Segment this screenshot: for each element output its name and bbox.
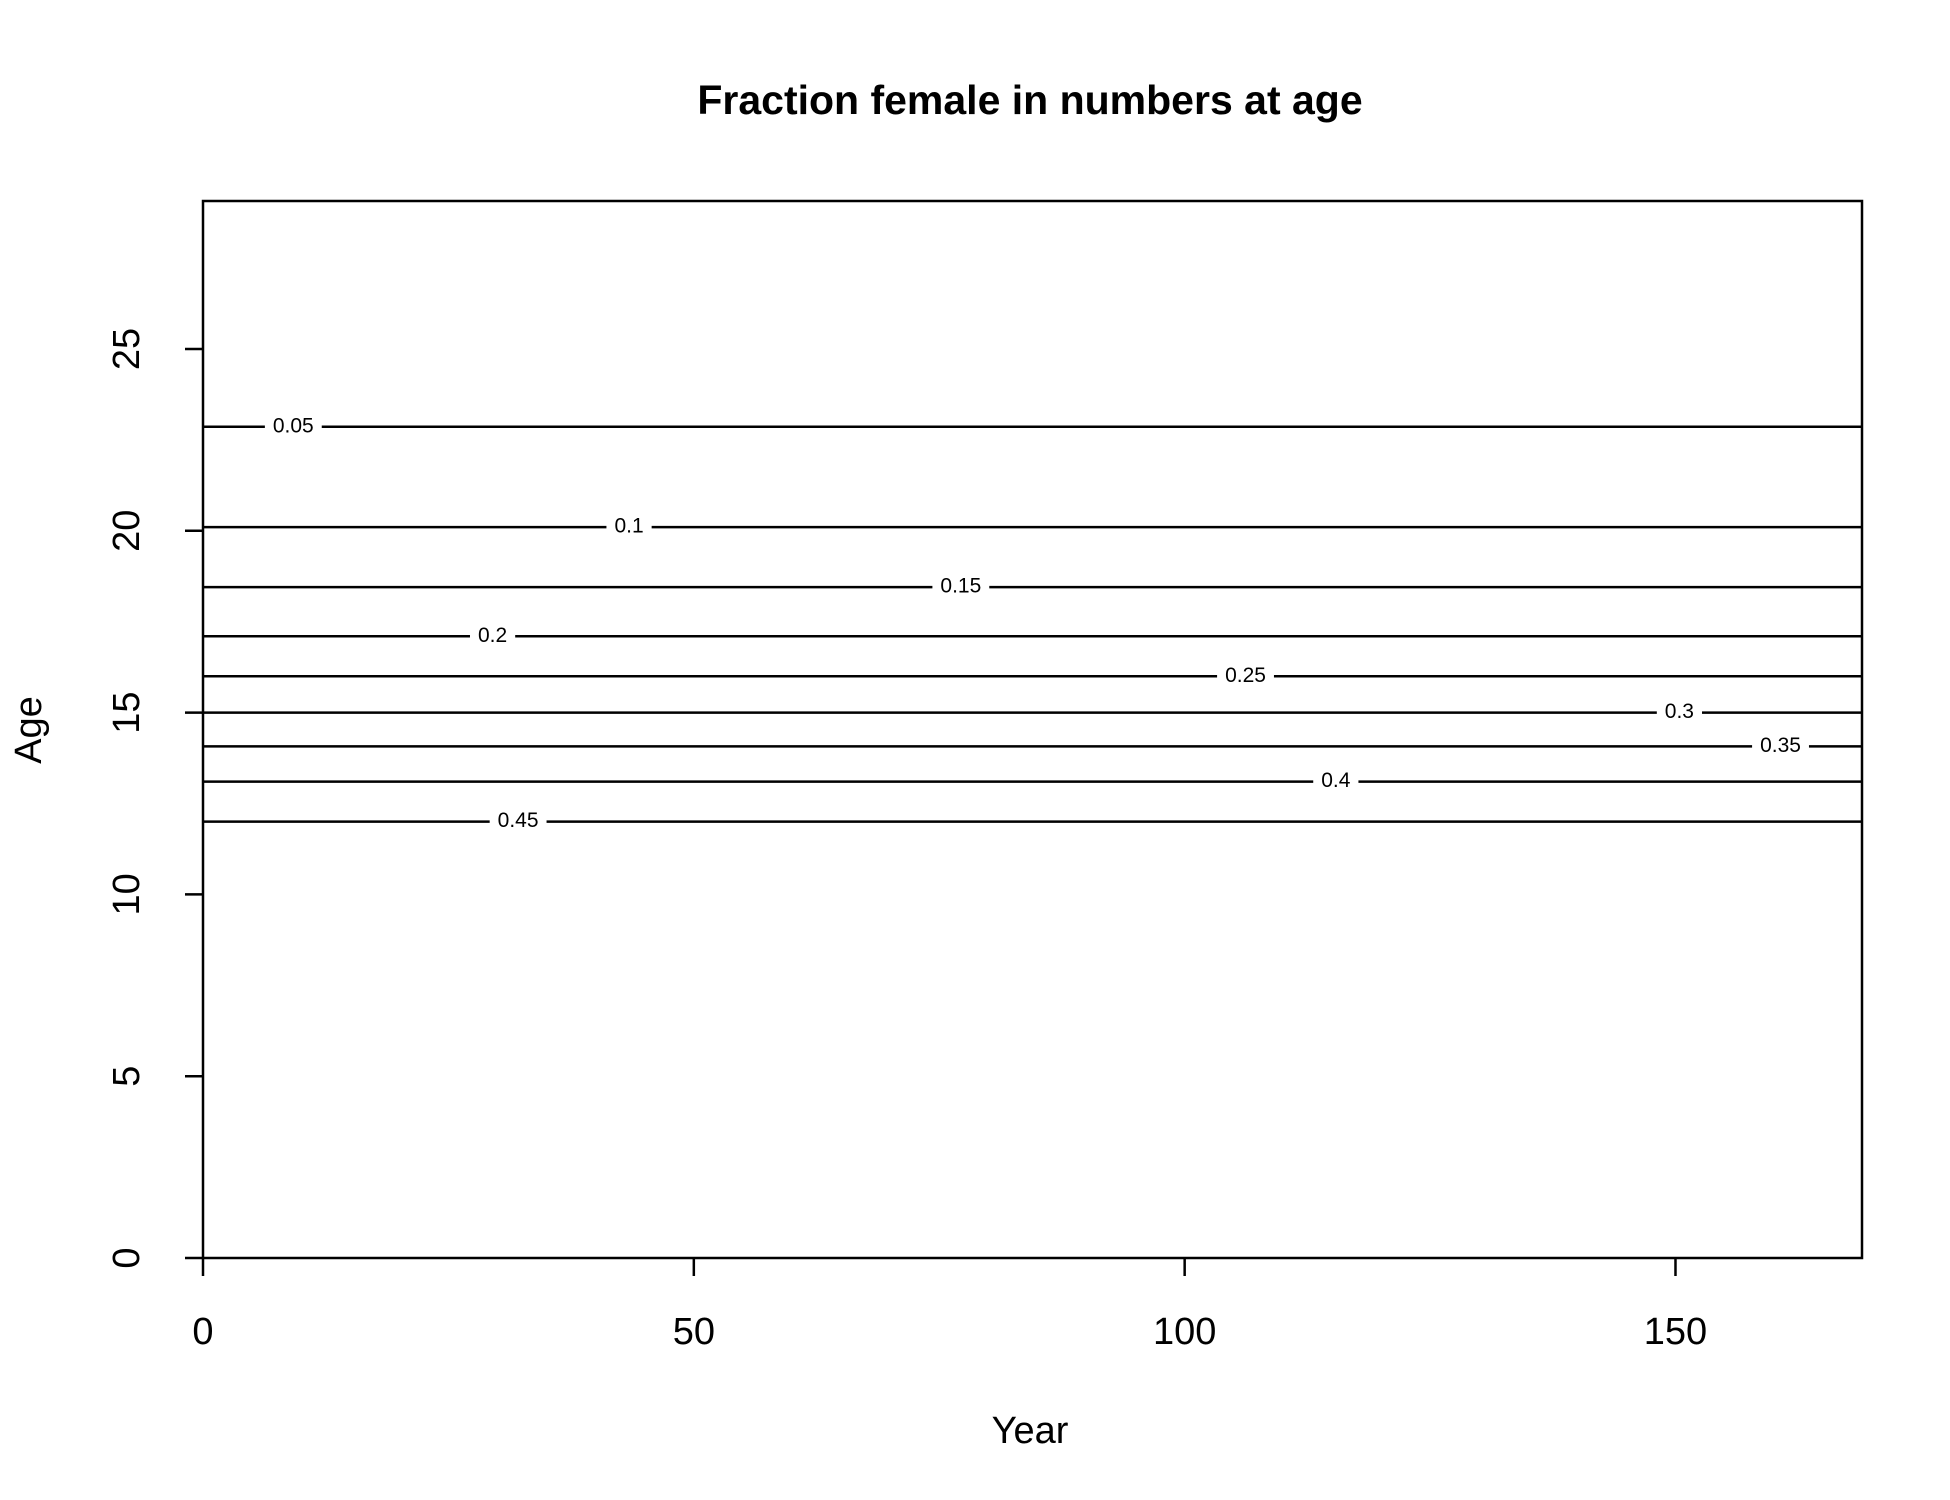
y-tick-label: 5 <box>106 1066 148 1087</box>
contour-label: 0.25 <box>1225 664 1266 687</box>
contour-label: 0.35 <box>1760 734 1801 757</box>
contour-label: 0.05 <box>273 414 314 437</box>
contour-label: 0.1 <box>614 515 643 538</box>
contour-label: 0.3 <box>1665 700 1694 723</box>
contour-label: 0.15 <box>940 575 981 598</box>
chart-title: Fraction female in numbers at age <box>697 77 1362 123</box>
y-tick-label: 0 <box>106 1247 148 1268</box>
y-tick-label: 20 <box>106 510 148 552</box>
x-tick-label: 0 <box>192 1311 213 1353</box>
plot-frame <box>201 199 1864 1260</box>
y-tick-label: 10 <box>106 873 148 915</box>
y-tick-label: 25 <box>106 328 148 370</box>
y-axis-label: Age <box>8 696 50 764</box>
x-tick-label: 50 <box>673 1311 715 1353</box>
contour-label: 0.2 <box>478 624 507 647</box>
x-tick-label: 100 <box>1153 1311 1216 1353</box>
x-axis-label: Year <box>992 1410 1069 1452</box>
contour-label: 0.4 <box>1321 769 1351 792</box>
contour-label: 0.45 <box>498 809 539 832</box>
y-tick-label: 15 <box>106 691 148 733</box>
x-tick-label: 150 <box>1644 1311 1707 1353</box>
